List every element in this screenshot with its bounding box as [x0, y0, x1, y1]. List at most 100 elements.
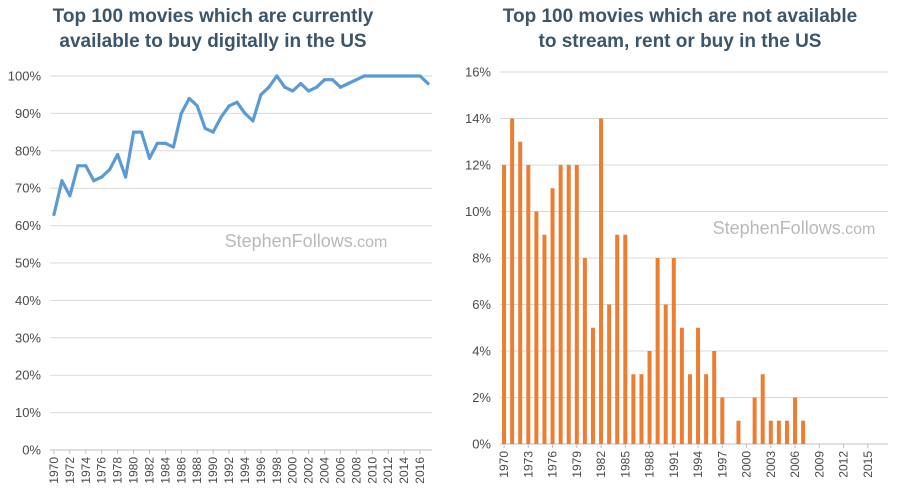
x-tick-label: 1970: [497, 451, 511, 478]
x-tick-label: 2015: [861, 451, 875, 478]
bar: [768, 420, 773, 444]
bar: [784, 420, 789, 444]
x-tick-label: 1986: [174, 457, 188, 484]
bar: [760, 374, 765, 444]
x-tick-label: 1988: [643, 451, 657, 478]
y-tick-label: 60%: [15, 218, 41, 233]
data-point: [84, 164, 88, 168]
data-point: [92, 179, 96, 183]
data-point: [338, 85, 343, 89]
x-tick-label: 2000: [286, 457, 300, 484]
x-tick-label: 1978: [111, 457, 125, 484]
line-chart-title-line1: Top 100 movies which are currently: [52, 6, 374, 27]
line-chart-title: Top 100 movies which are currently avail…: [0, 4, 438, 54]
data-point: [116, 152, 120, 157]
watermark-domain: .com: [353, 234, 388, 251]
bar-chart-title: Top 100 movies which are not available t…: [455, 4, 900, 54]
x-tick-label: 1970: [47, 457, 61, 484]
x-tick-label: 2008: [349, 457, 363, 484]
y-tick-label: 80%: [15, 143, 41, 158]
data-point: [108, 167, 112, 172]
bar-chart: 0% 2% 4% 6% 8% 10% 12% 14% 16% 1970 1973 1976 1979 19…: [465, 65, 888, 478]
y-tick-label: 50%: [15, 256, 41, 271]
x-tick-label: 1985: [618, 451, 632, 478]
data-point: [354, 78, 358, 82]
x-tick-label: 1976: [95, 457, 109, 484]
y-tick-label: 2%: [472, 390, 491, 405]
y-tick-label: 8%: [472, 251, 491, 266]
data-point: [76, 164, 80, 168]
bar: [510, 118, 515, 444]
bar: [655, 258, 660, 444]
data-point: [275, 74, 279, 78]
x-tick-label: 2016: [413, 457, 427, 484]
data-point: [267, 85, 271, 89]
bar: [736, 420, 741, 444]
bar: [574, 165, 579, 444]
bar: [647, 351, 652, 444]
data-point: [307, 89, 311, 93]
watermark-brand: StephenFollows: [713, 218, 841, 238]
line-chart-title-line2: available to buy digitally in the US: [59, 31, 367, 52]
data-point: [243, 111, 247, 115]
bar: [704, 374, 709, 444]
bar: [776, 420, 781, 444]
x-tick-label: 2012: [381, 457, 395, 484]
bar: [801, 420, 806, 444]
y-tick-label: 30%: [15, 330, 41, 345]
watermark: StephenFollows.com: [713, 218, 876, 238]
bar: [752, 397, 757, 444]
bar: [623, 234, 628, 444]
bar-chart-panel: Top 100 movies which are not available t…: [450, 0, 900, 502]
data-point: [283, 85, 287, 89]
y-tick-label: 0%: [472, 437, 491, 452]
data-point: [315, 85, 319, 89]
x-tick-label: 2002: [302, 457, 316, 484]
y-tick-label: 20%: [15, 368, 41, 383]
y-tick-label: 6%: [472, 297, 491, 312]
x-tick-label: 2000: [740, 451, 754, 478]
data-point: [394, 74, 398, 78]
data-point: [235, 100, 239, 104]
bar: [566, 165, 571, 444]
data-point: [322, 78, 327, 82]
y-tick-label: 16%: [465, 65, 491, 80]
bar: [679, 327, 684, 444]
bar: [518, 141, 523, 444]
line-chart-panel: Top 100 movies which are currently avail…: [0, 4, 438, 484]
bar: [582, 258, 587, 444]
x-tick-label: 1990: [206, 457, 220, 484]
data-point: [68, 194, 72, 198]
data-point: [418, 74, 422, 78]
bar-chart-title-line1: Top 100 movies which are not available: [502, 6, 858, 27]
x-tick-label: 1991: [667, 451, 681, 478]
bar: [671, 258, 676, 444]
y-tick-label: 12%: [465, 158, 491, 173]
x-tick-label: 1976: [546, 451, 560, 478]
data-point: [330, 78, 335, 82]
data-point: [251, 119, 255, 123]
x-tick-label: 1997: [715, 451, 729, 478]
data-point: [299, 81, 303, 86]
bar-chart-title-line2: to stream, rent or buy in the US: [538, 31, 822, 52]
data-point: [370, 74, 374, 78]
data-point: [163, 141, 167, 145]
y-tick-label: 14%: [465, 111, 491, 126]
data-point: [378, 74, 382, 78]
data-point: [179, 111, 183, 115]
data-point: [346, 81, 351, 86]
bar: [793, 397, 798, 444]
data-point: [187, 96, 191, 101]
x-tick-label: 1982: [142, 457, 156, 484]
bar: [542, 234, 547, 444]
x-tick-label: 1972: [63, 457, 77, 484]
data-point: [171, 145, 175, 149]
y-tick-label: 100%: [8, 69, 42, 84]
bar: [720, 397, 725, 444]
data-point: [203, 126, 207, 130]
y-tick-label: 40%: [15, 293, 41, 308]
data-point: [259, 93, 263, 97]
bar: [631, 374, 636, 444]
bar: [607, 304, 612, 444]
x-tick-label: 1988: [190, 457, 204, 484]
